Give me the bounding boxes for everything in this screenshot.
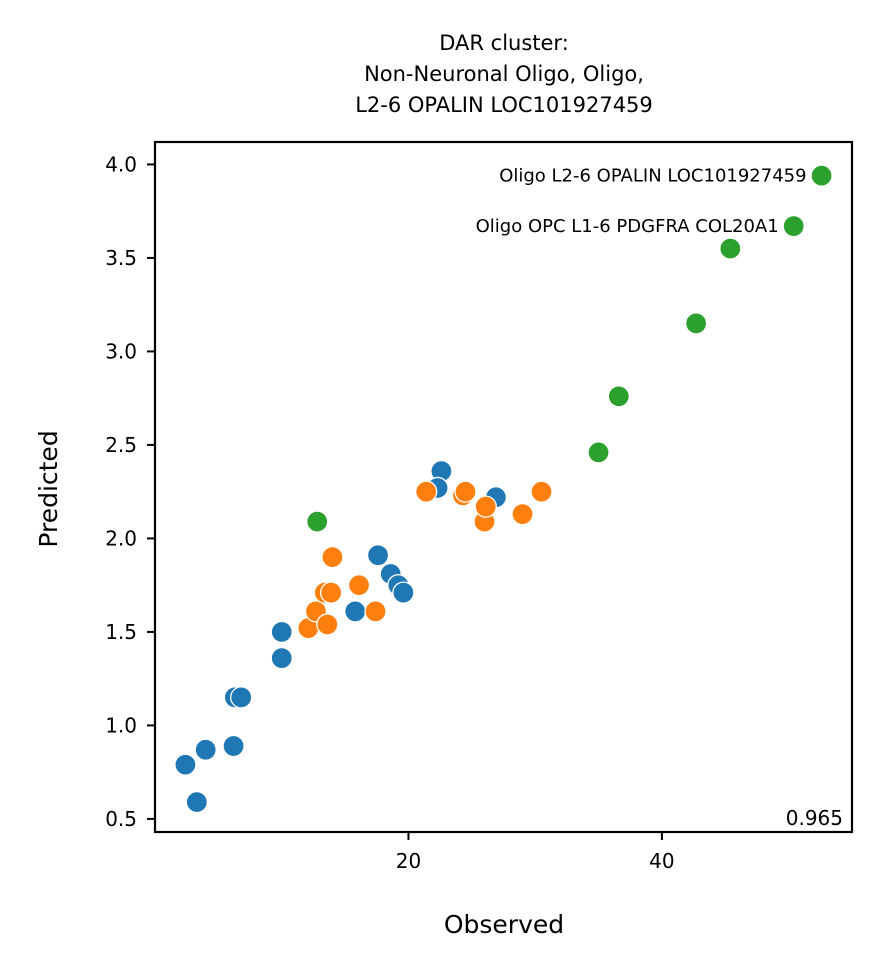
data-point: [174, 753, 197, 776]
data-point: [719, 237, 742, 260]
data-point: [454, 480, 477, 503]
data-point: [415, 480, 438, 503]
point-annotation: Oligo OPC L1-6 PDGFRA COL20A1: [476, 216, 779, 237]
x-tick-label: 20: [396, 849, 421, 873]
y-tick-label: 3.0: [105, 339, 137, 363]
y-tick-label: 2.0: [105, 526, 137, 550]
chart-title: DAR cluster: Non-Neuronal Oligo, Oligo, …: [355, 31, 653, 117]
data-point: [344, 600, 367, 623]
y-tick-label: 1.5: [105, 620, 137, 644]
data-point: [194, 738, 217, 761]
axis-ticks: 20 40 0.5 1.0 1.5 2.0 2.5 3.0 3.5 4.0: [105, 152, 674, 873]
corner-value: 0.965: [786, 806, 843, 830]
data-point: [474, 495, 497, 518]
data-point: [511, 502, 534, 526]
y-tick-label: 1.0: [105, 713, 137, 737]
data-point: [587, 441, 610, 464]
x-axis-label: Observed: [444, 910, 564, 939]
data-point: [810, 164, 833, 187]
title-line-3: L2-6 OPALIN LOC101927459: [355, 93, 653, 117]
y-axis-label: Predicted: [34, 430, 63, 547]
y-tick-label: 4.0: [105, 152, 137, 176]
data-point: [782, 214, 805, 238]
data-point: [185, 790, 208, 814]
data-points: [174, 164, 833, 814]
data-point: [607, 385, 630, 408]
data-point: [306, 510, 329, 533]
data-point: [366, 544, 390, 567]
point-annotations: Oligo L2-6 OPALIN LOC101927459 Oligo OPC …: [476, 166, 807, 237]
data-point: [222, 734, 245, 758]
y-tick-label: 2.5: [105, 433, 137, 457]
title-line-1: DAR cluster:: [439, 31, 569, 55]
data-point: [364, 600, 387, 623]
data-point: [230, 686, 253, 709]
title-line-2: Non-Neuronal Oligo, Oligo,: [364, 62, 644, 86]
point-annotation: Oligo L2-6 OPALIN LOC101927459: [499, 166, 806, 187]
y-tick-label: 3.5: [105, 246, 137, 270]
data-point: [347, 574, 371, 597]
data-point: [684, 312, 708, 335]
data-point: [321, 545, 344, 569]
x-tick-label: 40: [649, 849, 674, 873]
data-point: [530, 480, 553, 503]
data-point: [392, 581, 415, 604]
data-point: [320, 581, 343, 604]
data-point: [270, 646, 293, 670]
plot-frame: [153, 140, 854, 834]
y-tick-label: 0.5: [105, 807, 137, 831]
data-point: [316, 613, 339, 636]
data-point: [270, 620, 293, 644]
